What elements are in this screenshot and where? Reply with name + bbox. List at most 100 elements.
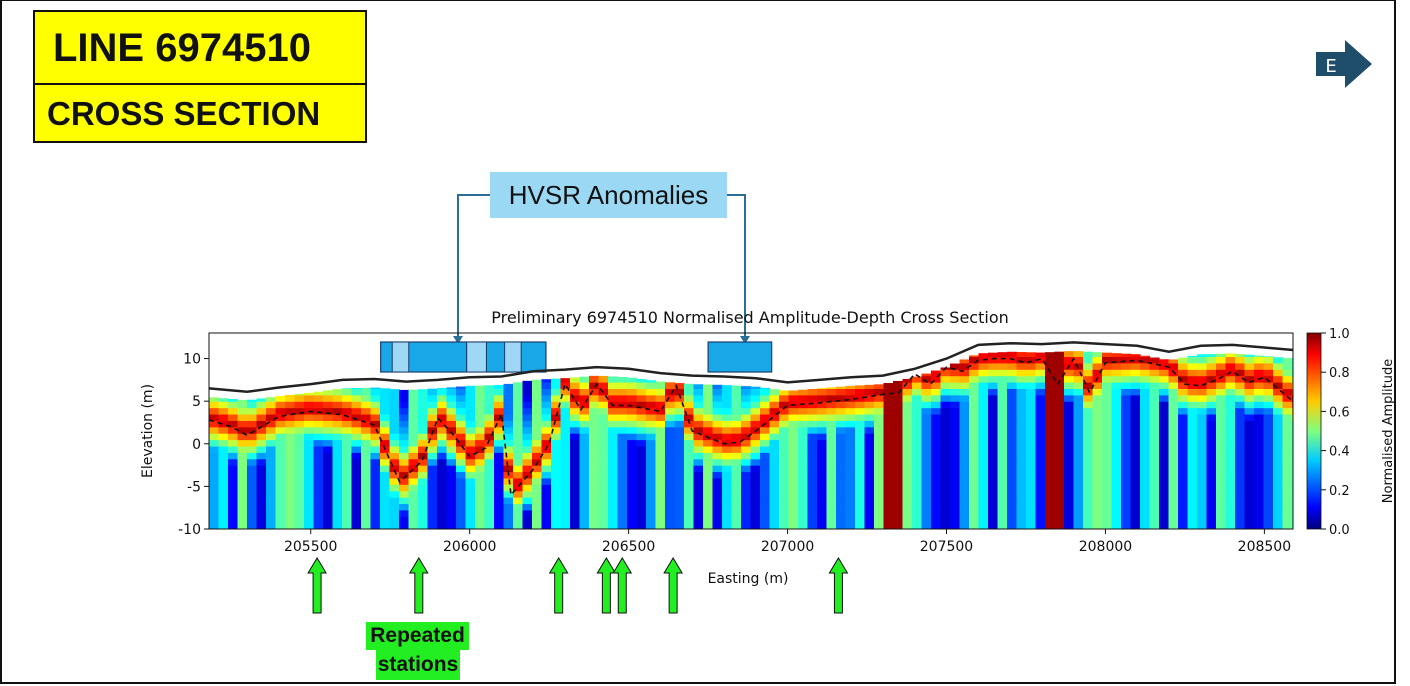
heatmap-cell bbox=[750, 401, 761, 409]
heatmap-cell bbox=[646, 509, 657, 517]
heatmap-cell bbox=[665, 509, 676, 517]
heatmap-cell bbox=[513, 407, 524, 415]
heatmap-column bbox=[1140, 355, 1151, 529]
heatmap-cell bbox=[1111, 445, 1122, 453]
heatmap-cell bbox=[703, 522, 714, 529]
heatmap-cell bbox=[1007, 497, 1018, 505]
heatmap-cell bbox=[1244, 465, 1255, 473]
heatmap-cell bbox=[874, 439, 885, 447]
heatmap-cell bbox=[1225, 484, 1236, 492]
heatmap-cell bbox=[294, 420, 305, 428]
heatmap-cell bbox=[589, 375, 600, 383]
heatmap-cell bbox=[1007, 458, 1018, 466]
heatmap-cell bbox=[1007, 522, 1018, 529]
heatmap-cell bbox=[399, 477, 410, 485]
heatmap-cell bbox=[1254, 490, 1265, 498]
heatmap-cell bbox=[845, 401, 856, 409]
heatmap-cell bbox=[1292, 362, 1293, 370]
heatmap-cell bbox=[484, 394, 495, 402]
heatmap-cell bbox=[408, 484, 419, 492]
heatmap-cell bbox=[617, 420, 628, 428]
heatmap-cell bbox=[712, 401, 723, 409]
heatmap-cell bbox=[674, 484, 685, 492]
plot-area bbox=[208, 332, 1294, 530]
heatmap-cell bbox=[1282, 522, 1293, 529]
heatmap-cell bbox=[475, 401, 486, 409]
heatmap-cell bbox=[1273, 382, 1284, 389]
heatmap-cell bbox=[997, 509, 1008, 517]
heatmap-cell bbox=[1178, 375, 1189, 383]
heatmap-cell bbox=[1073, 362, 1084, 370]
heatmap-cell bbox=[1168, 401, 1179, 409]
heatmap-cell bbox=[1149, 375, 1160, 383]
heatmap-cell bbox=[218, 503, 229, 511]
heatmap-cell bbox=[1121, 369, 1132, 377]
heatmap-cell bbox=[1159, 484, 1170, 492]
heatmap-cell bbox=[456, 458, 467, 466]
heatmap-cell bbox=[769, 497, 780, 505]
heatmap-cell bbox=[446, 394, 457, 402]
heatmap-cell bbox=[1216, 401, 1227, 409]
heatmap-cell bbox=[1026, 465, 1037, 473]
heatmap-cell bbox=[902, 413, 913, 421]
heatmap-cell bbox=[209, 497, 220, 505]
heatmap-cell bbox=[513, 433, 524, 441]
heatmap-cell bbox=[978, 388, 989, 396]
heatmap-cell bbox=[769, 452, 780, 460]
heatmap-cell bbox=[342, 490, 353, 498]
heatmap-cell bbox=[1007, 375, 1018, 383]
heatmap-cell bbox=[1064, 420, 1075, 428]
heatmap-cell bbox=[237, 401, 248, 409]
heatmap-cell bbox=[1263, 433, 1274, 441]
heatmap-cell bbox=[693, 420, 704, 428]
heatmap-cell bbox=[655, 522, 666, 529]
heatmap-cell bbox=[883, 401, 894, 409]
heatmap-cell bbox=[589, 420, 600, 428]
heatmap-cell bbox=[931, 452, 942, 460]
heatmap-cell bbox=[228, 522, 239, 529]
heatmap-cell bbox=[912, 503, 923, 511]
heatmap-cell bbox=[760, 522, 771, 529]
heatmap-cell bbox=[456, 386, 467, 389]
heatmap-cell bbox=[1225, 490, 1236, 498]
heatmap-cell bbox=[522, 503, 533, 511]
heatmap-cell bbox=[1282, 477, 1293, 485]
heatmap-cell bbox=[1292, 426, 1293, 434]
heatmap-cell bbox=[1007, 420, 1018, 428]
heatmap-cell bbox=[1197, 354, 1208, 358]
heatmap-cell bbox=[817, 388, 828, 389]
heatmap-cell bbox=[1263, 362, 1274, 370]
heatmap-cell bbox=[1121, 394, 1132, 402]
heatmap-cell bbox=[836, 386, 847, 389]
heatmap-cell bbox=[836, 516, 847, 524]
heatmap-cell bbox=[513, 439, 524, 447]
heatmap-cell bbox=[275, 471, 286, 479]
heatmap-cell bbox=[380, 490, 391, 498]
heatmap-cell bbox=[1168, 362, 1179, 370]
heatmap-cell bbox=[731, 509, 742, 517]
heatmap-cell bbox=[636, 490, 647, 498]
heatmap-cell bbox=[323, 497, 334, 505]
heatmap-cell bbox=[788, 503, 799, 511]
heatmap-cell bbox=[1102, 420, 1113, 428]
heatmap-cell bbox=[817, 516, 828, 524]
heatmap-cell bbox=[380, 433, 391, 441]
heatmap-cell bbox=[1083, 509, 1094, 517]
heatmap-cell bbox=[1187, 362, 1198, 370]
heatmap-cell bbox=[1054, 490, 1065, 498]
heatmap-cell bbox=[741, 503, 752, 511]
heatmap-cell bbox=[1083, 497, 1094, 505]
heatmap-cell bbox=[978, 503, 989, 511]
heatmap-cell bbox=[731, 477, 742, 485]
heatmap-cell bbox=[1073, 382, 1084, 389]
heatmap-cell bbox=[997, 394, 1008, 402]
heatmap-cell bbox=[1187, 433, 1198, 441]
heatmap-cell bbox=[1092, 362, 1103, 370]
y-tick-label: 5 bbox=[192, 394, 201, 410]
heatmap-cell bbox=[978, 477, 989, 485]
heatmap-cell bbox=[332, 426, 343, 434]
heatmap-cell bbox=[674, 471, 685, 479]
heatmap-cell bbox=[1016, 362, 1027, 370]
heatmap-cell bbox=[1130, 497, 1141, 505]
heatmap-cell bbox=[817, 458, 828, 466]
